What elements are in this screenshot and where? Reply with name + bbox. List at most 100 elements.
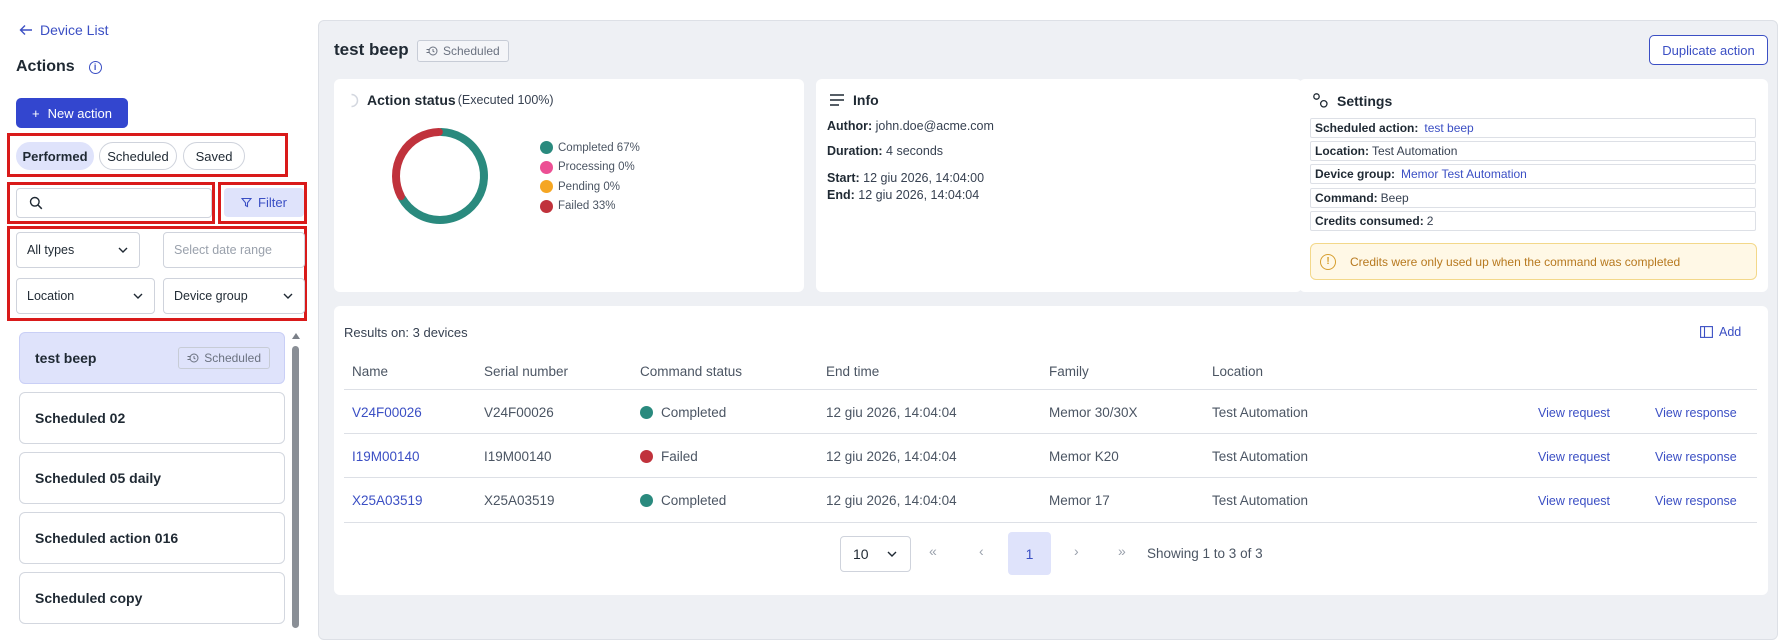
status-label: Completed	[661, 493, 727, 508]
view-response-link[interactable]: View response	[1655, 406, 1737, 420]
donut-segment	[398, 128, 488, 224]
row-divider	[344, 433, 1757, 434]
tab-performed[interactable]: Performed	[16, 142, 94, 170]
column-header-end-time[interactable]: End time	[826, 364, 880, 379]
status-label: Failed	[661, 449, 698, 464]
info-heading: Info	[829, 92, 879, 108]
type-select-value: All types	[27, 243, 75, 257]
row-divider	[344, 477, 1757, 478]
header-divider	[344, 389, 1757, 390]
column-header-family[interactable]: Family	[1049, 364, 1089, 379]
list-item[interactable]: Scheduled 02	[19, 392, 285, 444]
command-status: Completed	[640, 493, 726, 508]
tab-scheduled[interactable]: Scheduled	[99, 142, 177, 170]
scroll-up-arrow[interactable]	[292, 333, 300, 339]
back-link-label: Device List	[40, 22, 109, 38]
search-field[interactable]	[16, 188, 212, 218]
list-item[interactable]: Scheduled 05 daily	[19, 452, 285, 504]
view-response-link[interactable]: View response	[1655, 494, 1737, 508]
action-status-subtitle: (Executed 100%)	[457, 93, 554, 107]
chevron-down-icon	[887, 551, 897, 557]
scheduled-action-link[interactable]: test beep	[1424, 121, 1474, 135]
location: Test Automation	[1212, 449, 1309, 464]
end-time: 12 giu 2026, 14:04:04	[826, 405, 957, 420]
device-group-link[interactable]: Memor Test Automation	[1401, 167, 1527, 181]
filter-button[interactable]: Filter	[224, 188, 304, 217]
device-name-link[interactable]: X25A03519	[352, 493, 423, 508]
last-page-icon[interactable]: »	[1118, 543, 1126, 559]
command-status: Failed	[640, 449, 698, 464]
device-name-link[interactable]: V24F00026	[352, 405, 422, 420]
legend-item: Processing 0%	[540, 158, 640, 178]
author-label: Author:	[827, 119, 873, 133]
serial-number: X25A03519	[484, 493, 555, 508]
page-size-select[interactable]: 10	[840, 536, 911, 572]
next-page-icon[interactable]: ›	[1074, 543, 1079, 559]
setting-label: Credits consumed:	[1315, 214, 1424, 228]
view-request-link[interactable]: View request	[1538, 494, 1611, 508]
setting-label: Location:	[1315, 144, 1369, 158]
device-group-select[interactable]: Device group	[163, 278, 305, 314]
status-badge: Scheduled	[417, 40, 509, 62]
list-item[interactable]: Scheduled copy	[19, 572, 285, 624]
view-response-link[interactable]: View response	[1655, 450, 1737, 464]
duplicate-action-button[interactable]: Duplicate action	[1649, 35, 1768, 65]
column-header-name[interactable]: Name	[352, 364, 389, 379]
page-size-value: 10	[853, 546, 869, 562]
warning-text: Credits were only used up when the comma…	[1350, 254, 1681, 269]
status-dot	[640, 494, 653, 507]
legend-item: Completed 67%	[540, 138, 640, 158]
add-column-button[interactable]: Add	[1700, 325, 1741, 339]
setting-location: Location: Test Automation	[1310, 141, 1756, 161]
first-page-icon[interactable]: «	[929, 543, 937, 559]
location-select[interactable]: Location	[16, 278, 155, 314]
legend-dot	[540, 141, 553, 155]
setting-command: Command: Beep	[1310, 188, 1756, 208]
date-range-placeholder: Select date range	[174, 243, 272, 257]
list-item-label: test beep	[35, 350, 97, 366]
column-header-serial[interactable]: Serial number	[484, 364, 569, 379]
end-label: End:	[827, 188, 855, 202]
setting-label: Device group:	[1315, 167, 1396, 181]
setting-credits: Credits consumed: 2	[1310, 211, 1756, 231]
info-icon[interactable]: i	[88, 60, 102, 74]
page-title: test beep	[334, 40, 409, 59]
view-request-link[interactable]: View request	[1538, 450, 1611, 464]
legend-item: Failed 33%	[540, 197, 640, 217]
date-range-picker[interactable]: Select date range	[163, 232, 305, 268]
chevron-down-icon	[133, 293, 143, 299]
end-time: 12 giu 2026, 14:04:04	[826, 449, 957, 464]
view-request-link[interactable]: View request	[1538, 406, 1611, 420]
list-item[interactable]: test beep Scheduled	[19, 332, 285, 384]
list-item[interactable]: Scheduled action 016	[19, 512, 285, 564]
serial-number: I19M00140	[484, 449, 552, 464]
setting-label: Scheduled action:	[1315, 121, 1419, 135]
settings-title: Settings	[1337, 92, 1393, 109]
list-item-label: Scheduled 05 daily	[35, 470, 162, 486]
chevron-down-icon	[118, 247, 128, 253]
add-label: Add	[1719, 325, 1742, 339]
location-select-value: Location	[27, 289, 75, 303]
back-to-device-list-link[interactable]: Device List	[18, 22, 108, 38]
type-select[interactable]: All types	[16, 232, 140, 268]
list-item-label: Scheduled 02	[35, 410, 126, 426]
new-action-button[interactable]: + New action	[16, 98, 128, 128]
tab-saved[interactable]: Saved	[183, 142, 245, 170]
pagination-summary: Showing 1 to 3 of 3	[1147, 546, 1263, 561]
info-title: Info	[853, 92, 879, 108]
donut-segment	[392, 128, 443, 201]
previous-page-icon[interactable]: ‹	[979, 543, 984, 559]
column-header-location[interactable]: Location	[1212, 364, 1264, 379]
warning-icon: !	[1320, 253, 1336, 270]
funnel-icon	[241, 197, 253, 208]
scrollbar-thumb[interactable]	[292, 346, 299, 628]
column-header-command-status[interactable]: Command status	[640, 364, 743, 379]
device-name-link[interactable]: I19M00140	[352, 449, 420, 464]
sidebar: Device List Actions i + New action Perfo…	[0, 0, 310, 628]
search-input[interactable]	[51, 195, 191, 211]
status-donut-chart	[392, 128, 488, 224]
action-status-heading: Action status (Executed 100%)	[344, 92, 554, 108]
duration-value: 4 seconds	[886, 144, 944, 158]
page-button-current[interactable]: 1	[1008, 532, 1051, 575]
status-badge-label: Scheduled	[443, 44, 500, 58]
